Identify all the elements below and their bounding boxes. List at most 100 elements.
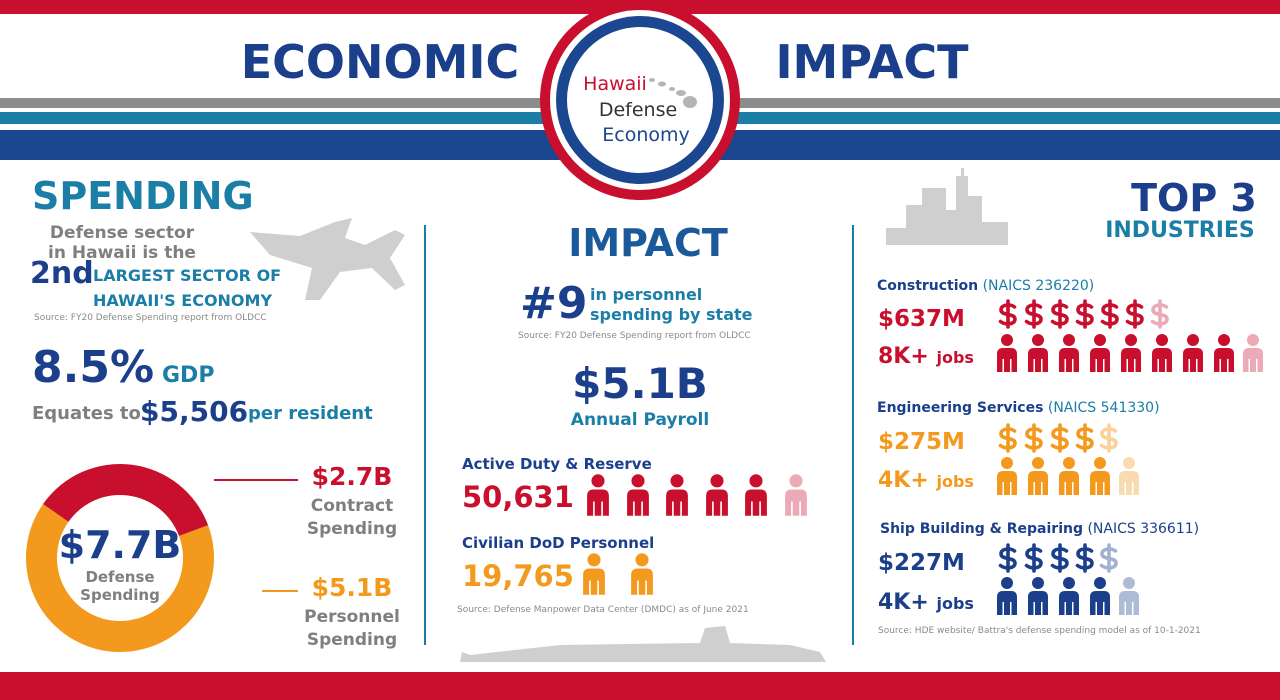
jobs-unit: jobs <box>935 594 973 613</box>
jet-silhouette <box>250 218 405 300</box>
person-icons <box>997 334 1263 372</box>
jobs-unit: jobs <box>935 348 973 367</box>
source-note: Source: FY20 Defense Spending report fro… <box>34 313 267 323</box>
jobs-value: 8K+ <box>878 344 929 369</box>
person-icon <box>745 474 767 516</box>
segment-value: $5.1B <box>312 573 393 602</box>
dollar-icon <box>1024 423 1043 453</box>
person-icon <box>1090 457 1110 495</box>
person-icon <box>1121 334 1141 372</box>
payroll-value: $5.1B <box>572 359 708 408</box>
dollar-icons <box>998 543 1118 573</box>
person-icon <box>1090 334 1110 372</box>
segment-value: $2.7B <box>312 462 393 491</box>
source-note: Source: Defense Manpower Data Center (DM… <box>457 605 749 615</box>
segment-label: Personnel <box>304 607 400 627</box>
logo-text: Defense <box>599 99 677 121</box>
dollar-icons <box>998 299 1169 329</box>
donut-total: $7.7B <box>59 523 182 567</box>
dollar-icon <box>1075 423 1094 453</box>
person-icon <box>1059 457 1079 495</box>
industry-naics: (NAICS 236220) <box>983 278 1095 294</box>
dollar-icons <box>998 423 1118 453</box>
section-subheading: INDUSTRIES <box>1105 218 1255 243</box>
dollar-icon <box>1050 299 1069 329</box>
bottom-band <box>0 672 1280 700</box>
person-icon <box>997 334 1017 372</box>
dollar-icon <box>1125 299 1144 329</box>
person-icon <box>1214 334 1234 372</box>
source-note: Source: HDE website/ Battra's defense sp… <box>878 626 1201 636</box>
industry-title: Construction (NAICS 236220) <box>877 278 1094 294</box>
jobs-value: 4K+ <box>878 590 929 615</box>
dollar-icon <box>1024 543 1043 573</box>
industry-naics: (NAICS 541330) <box>1048 400 1160 416</box>
payroll-label: Annual Payroll <box>571 410 709 430</box>
person-icon <box>1059 577 1079 615</box>
per-resident-value: $5,506 <box>140 395 248 428</box>
group-label: Civilian DoD Personnel <box>462 534 654 552</box>
logo-center <box>567 27 713 173</box>
person-icon <box>1028 577 1048 615</box>
industry-spending: $227M <box>878 550 965 576</box>
person-icon <box>1183 334 1203 372</box>
industry-name: Ship Building & Repairing <box>880 521 1083 537</box>
logo-text: Economy <box>602 124 690 146</box>
person-icon <box>631 553 653 595</box>
industry-title: Engineering Services (NAICS 541330) <box>877 400 1160 416</box>
jobs-unit: jobs <box>935 472 973 491</box>
dollar-icon <box>1100 299 1119 329</box>
group-label: Active Duty & Reserve <box>462 455 652 473</box>
industry-jobs: 4K+ jobs <box>878 468 974 493</box>
rank: #9 <box>520 278 587 329</box>
industry-jobs: 4K+ jobs <box>878 590 974 615</box>
section-heading: SPENDING <box>32 174 254 218</box>
person-icon <box>1059 334 1079 372</box>
buildings-silhouette <box>886 168 1008 245</box>
person-icons <box>997 457 1139 495</box>
section-heading: IMPACT <box>568 221 728 265</box>
dollar-icon <box>1050 423 1069 453</box>
industry-naics: (NAICS 336611) <box>1087 521 1199 537</box>
person-icons <box>997 577 1139 615</box>
rank-text: HAWAII'S ECONOMY <box>93 291 272 310</box>
industry-name: Engineering Services <box>877 400 1043 416</box>
rank: 2nd <box>30 256 94 291</box>
dollar-icon <box>998 299 1017 329</box>
donut-total-label: Defense <box>85 568 154 586</box>
rank-text: LARGEST SECTOR OF <box>93 266 281 285</box>
section-heading: TOP 3 <box>1131 176 1257 220</box>
person-icon <box>997 577 1017 615</box>
rank-text: spending by state <box>590 305 753 324</box>
logo: Hawaii Defense Economy <box>540 0 740 200</box>
person-icon <box>1243 334 1263 372</box>
donut-total-label: Spending <box>80 586 160 604</box>
industry-spending: $637M <box>878 306 965 332</box>
logo-islands <box>649 78 697 108</box>
dollar-icon <box>1075 299 1094 329</box>
donut-chart <box>25 464 214 652</box>
person-icon <box>706 474 728 516</box>
person-icon <box>666 474 688 516</box>
logo-text: Hawaii <box>583 73 647 95</box>
source-note: Source: FY20 Defense Spending report fro… <box>518 331 751 341</box>
person-icon <box>587 474 609 516</box>
dollar-icon <box>1075 543 1094 573</box>
person-icon <box>583 553 605 595</box>
donut-segment <box>42 464 209 537</box>
person-icon <box>997 457 1017 495</box>
rank-text: in personnel <box>590 285 702 304</box>
segment-label: Spending <box>307 519 397 539</box>
dollar-icon <box>1050 543 1069 573</box>
person-icon <box>1152 334 1172 372</box>
gdp-label: GDP <box>162 363 214 388</box>
person-icon <box>1028 457 1048 495</box>
industry-name: Construction <box>877 278 978 294</box>
person-icon <box>627 474 649 516</box>
dollar-icon <box>1099 423 1118 453</box>
per-resident-prefix: Equates to <box>32 403 141 424</box>
intro-text: Defense sector <box>50 223 195 243</box>
industry-title: Ship Building & Repairing (NAICS 336611) <box>880 521 1199 537</box>
person-icon <box>785 474 807 516</box>
